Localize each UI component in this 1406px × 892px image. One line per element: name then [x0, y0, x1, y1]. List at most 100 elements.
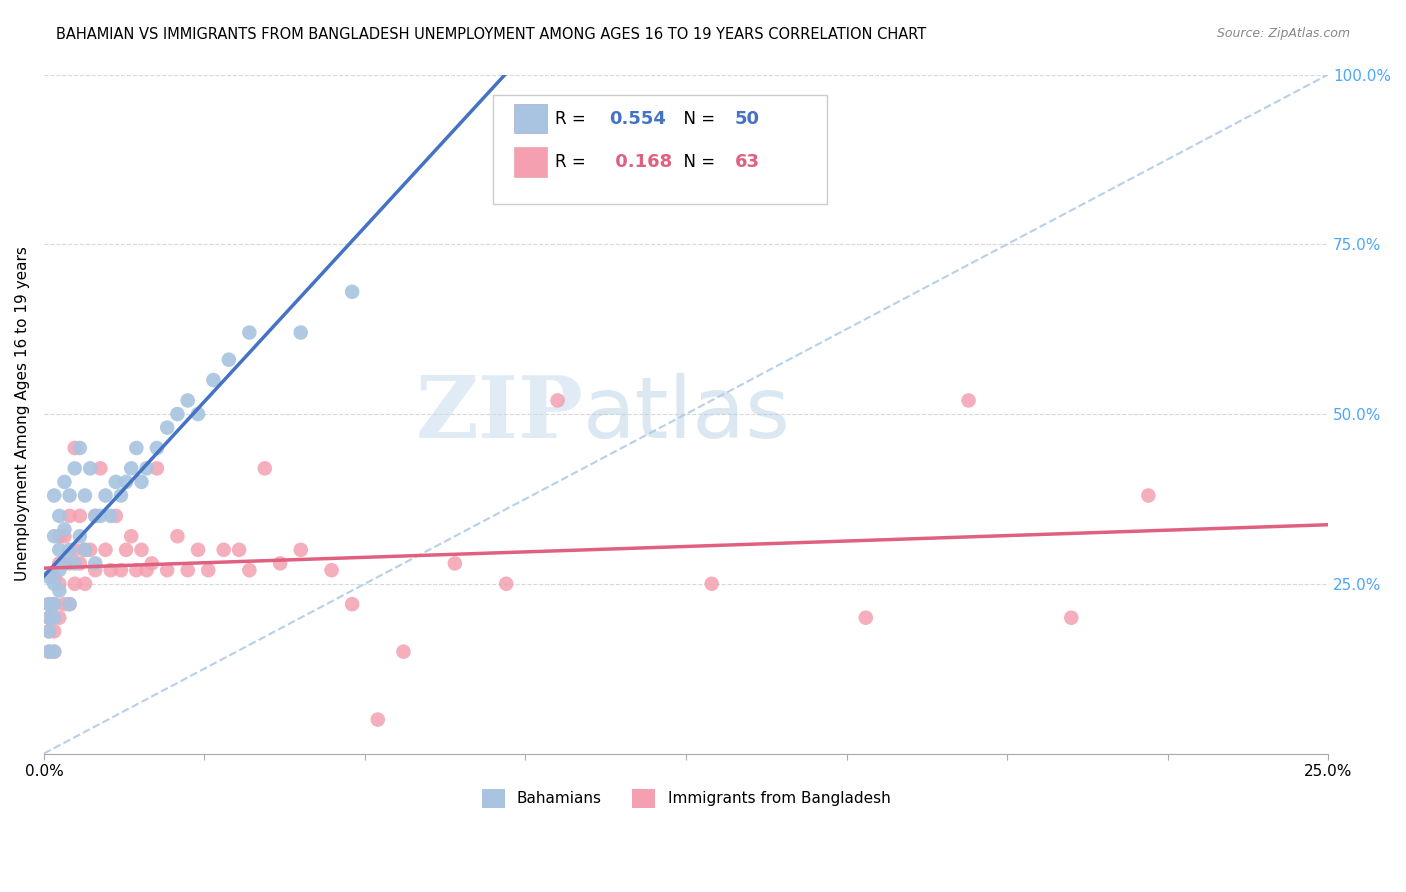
Text: 50: 50	[735, 110, 759, 128]
Point	[38, 597, 60, 611]
Point	[131, 542, 153, 557]
Point	[1137, 488, 1160, 502]
Point	[444, 557, 467, 571]
Text: ZIP: ZIP	[416, 372, 583, 456]
Point	[79, 542, 101, 557]
Point	[187, 542, 209, 557]
Point	[146, 441, 169, 455]
Text: 0.554: 0.554	[609, 110, 666, 128]
Point	[104, 475, 127, 489]
Point	[340, 597, 363, 611]
Point	[48, 508, 70, 523]
Point	[38, 570, 60, 584]
Point	[131, 475, 153, 489]
Legend: Bahamians, Immigrants from Bangladesh: Bahamians, Immigrants from Bangladesh	[475, 783, 897, 814]
Point	[73, 488, 96, 502]
Point	[135, 563, 157, 577]
Point	[1060, 611, 1083, 625]
Point	[58, 557, 80, 571]
Point	[48, 529, 70, 543]
Point	[228, 542, 250, 557]
Point	[146, 461, 169, 475]
Point	[212, 542, 235, 557]
Point	[69, 557, 91, 571]
Text: atlas: atlas	[583, 373, 792, 456]
Point	[44, 488, 66, 502]
FancyBboxPatch shape	[515, 103, 547, 134]
Point	[700, 576, 723, 591]
Point	[44, 576, 66, 591]
Point	[63, 461, 86, 475]
Point	[115, 475, 138, 489]
Point	[38, 624, 60, 639]
Point	[69, 441, 91, 455]
Point	[84, 508, 107, 523]
Text: 63: 63	[735, 153, 759, 171]
Text: N =: N =	[673, 153, 720, 171]
Point	[63, 441, 86, 455]
Point	[89, 508, 111, 523]
Point	[269, 557, 291, 571]
Point	[547, 393, 569, 408]
Point	[53, 557, 76, 571]
Y-axis label: Unemployment Among Ages 16 to 19 years: Unemployment Among Ages 16 to 19 years	[15, 246, 30, 582]
Point	[63, 557, 86, 571]
Point	[84, 563, 107, 577]
Point	[58, 508, 80, 523]
Point	[120, 461, 142, 475]
Point	[38, 597, 60, 611]
Point	[238, 326, 260, 340]
Point	[38, 624, 60, 639]
Point	[855, 611, 877, 625]
Point	[187, 407, 209, 421]
Point	[69, 508, 91, 523]
Point	[38, 611, 60, 625]
Point	[38, 611, 60, 625]
Point	[63, 542, 86, 557]
Point	[321, 563, 343, 577]
Point	[100, 563, 122, 577]
Point	[44, 611, 66, 625]
Point	[58, 597, 80, 611]
Point	[44, 645, 66, 659]
Point	[73, 542, 96, 557]
Point	[69, 529, 91, 543]
Text: BAHAMIAN VS IMMIGRANTS FROM BANGLADESH UNEMPLOYMENT AMONG AGES 16 TO 19 YEARS CO: BAHAMIAN VS IMMIGRANTS FROM BANGLADESH U…	[56, 27, 927, 42]
Point	[38, 645, 60, 659]
Point	[238, 563, 260, 577]
Point	[38, 645, 60, 659]
Point	[58, 488, 80, 502]
Point	[73, 576, 96, 591]
Point	[290, 326, 312, 340]
Point	[166, 529, 188, 543]
Point	[44, 529, 66, 543]
Point	[120, 529, 142, 543]
Point	[58, 597, 80, 611]
Point	[100, 508, 122, 523]
Point	[53, 597, 76, 611]
Point	[84, 508, 107, 523]
Point	[177, 563, 200, 577]
Point	[58, 542, 80, 557]
Point	[44, 570, 66, 584]
Point	[48, 576, 70, 591]
Point	[104, 508, 127, 523]
Point	[495, 576, 517, 591]
FancyBboxPatch shape	[515, 147, 547, 178]
Text: R =: R =	[555, 153, 591, 171]
Point	[110, 488, 132, 502]
Point	[63, 576, 86, 591]
Point	[115, 542, 138, 557]
Point	[94, 542, 117, 557]
Point	[53, 523, 76, 537]
FancyBboxPatch shape	[494, 95, 827, 203]
Point	[177, 393, 200, 408]
Point	[89, 461, 111, 475]
Point	[125, 563, 148, 577]
Point	[53, 475, 76, 489]
Point	[202, 373, 225, 387]
Point	[125, 441, 148, 455]
Text: Source: ZipAtlas.com: Source: ZipAtlas.com	[1216, 27, 1350, 40]
Point	[218, 352, 240, 367]
Point	[166, 407, 188, 421]
